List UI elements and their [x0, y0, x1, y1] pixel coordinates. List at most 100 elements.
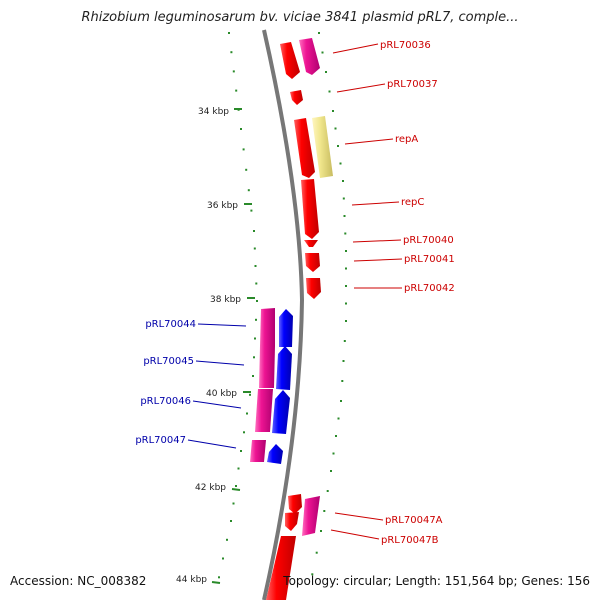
scale-dot — [250, 209, 253, 212]
leader-pRL70036 — [332, 43, 379, 54]
gene-pRL70046-track — [255, 389, 273, 432]
scale-dot — [243, 431, 245, 434]
scale-dot — [255, 318, 257, 321]
scale-dot — [332, 110, 334, 112]
scale-dot — [337, 417, 340, 420]
reverse-features — [266, 38, 333, 600]
scale-dot — [230, 51, 233, 54]
gene-repA-cds[interactable] — [294, 118, 315, 178]
map-title: Rhizobium leguminosarum bv. viciae 3841 … — [81, 10, 519, 25]
scale-dot — [232, 70, 235, 73]
label-pRL70047A[interactable]: pRL70047A — [385, 515, 443, 526]
scale-dot — [249, 393, 251, 396]
label-pRL70037[interactable]: pRL70037 — [387, 79, 438, 90]
scale-dot — [323, 510, 326, 512]
gene-pRL70042-cds[interactable] — [306, 278, 321, 299]
label-pRL70040[interactable]: pRL70040 — [403, 235, 454, 246]
gene-repA-misc — [312, 116, 333, 178]
scale-dot — [325, 71, 327, 73]
scale-tick-42 — [231, 488, 241, 491]
label-repC[interactable]: repC — [401, 197, 424, 208]
gene-pRL70047A-cds[interactable] — [288, 494, 302, 514]
gene-pRL70047A-track — [302, 496, 320, 536]
scale-tick-44 — [211, 581, 221, 584]
forward-features — [250, 308, 293, 464]
scale-dot — [222, 557, 224, 560]
scale-label-34: 34 kbp — [198, 107, 229, 117]
scale-dot — [242, 148, 245, 151]
gene-pRL70040-cds[interactable] — [304, 240, 318, 247]
leader-repA — [344, 138, 394, 145]
scale-dot — [232, 502, 235, 505]
leader-pRL70040 — [352, 239, 402, 243]
gene-pRL70044-track — [259, 308, 275, 388]
scale-dot — [245, 168, 248, 171]
label-repA[interactable]: repA — [395, 134, 418, 145]
scale-dot — [237, 467, 240, 470]
label-pRL70047B[interactable]: pRL70047B — [381, 535, 439, 546]
scale-dot — [253, 230, 255, 232]
gene-pRL70044-cds[interactable] — [279, 309, 293, 347]
leader-pRL70046 — [192, 400, 242, 409]
gene-pRL70047B-cds[interactable] — [285, 512, 299, 531]
label-pRL70041[interactable]: pRL70041 — [404, 254, 455, 265]
leader-pRL70041 — [353, 258, 403, 262]
scale-dot — [344, 232, 347, 235]
scale-dot — [332, 452, 335, 455]
scale-dot — [254, 337, 256, 340]
gene-pRL70045-cds[interactable] — [276, 346, 292, 390]
gene-pRL70047-cds[interactable] — [267, 444, 283, 464]
scale-dot — [330, 470, 332, 472]
leader-pRL70047A — [334, 512, 384, 521]
leader-pRL70045 — [195, 360, 245, 366]
gene-labels: pRL70036 pRL70037 repA repC pRL70040 pRL… — [135, 40, 454, 546]
scale-dot — [240, 450, 242, 452]
scale-labels: 34 kbp 36 kbp 38 kbp 40 kbp 42 kbp 44 kb… — [176, 107, 255, 585]
scale-dot — [256, 300, 258, 302]
leader-repC — [351, 201, 400, 206]
scale-dot — [342, 180, 344, 182]
accession-text: Accession: NC_008382 — [10, 574, 147, 588]
scale-dot — [230, 520, 232, 522]
backbone-arc — [262, 29, 305, 600]
scale-dot — [252, 375, 254, 377]
scale-label-44: 44 kbp — [176, 575, 207, 585]
label-pRL70042[interactable]: pRL70042 — [404, 283, 455, 294]
scale-dot — [334, 127, 337, 130]
topology-stats-text: Topology: circular; Length: 151,564 bp; … — [283, 574, 590, 588]
gene-repC-cds[interactable] — [301, 179, 319, 239]
scale-dot — [240, 128, 242, 130]
gene-pRL70041-cds[interactable] — [305, 253, 320, 272]
leader-pRL70037 — [336, 83, 386, 93]
scale-dot — [345, 250, 347, 252]
scale-dot — [226, 538, 228, 541]
label-pRL70044[interactable]: pRL70044 — [145, 319, 196, 330]
leader-pRL70047 — [187, 439, 237, 449]
scale-dot — [228, 32, 230, 34]
gene-pRL70036-cds[interactable] — [280, 42, 300, 79]
scale-dot — [253, 247, 256, 250]
gene-pRL70046-cds[interactable] — [272, 390, 290, 434]
scale-track-inner — [218, 32, 258, 579]
gene-pRL70037-cds[interactable] — [290, 90, 303, 105]
label-pRL70045[interactable]: pRL70045 — [143, 356, 194, 367]
scale-dot — [255, 282, 258, 285]
scale-dot — [235, 485, 237, 487]
scale-dot — [337, 145, 339, 147]
scale-dot — [247, 189, 250, 192]
label-pRL70046[interactable]: pRL70046 — [140, 396, 191, 407]
scale-dot — [345, 285, 347, 287]
scale-label-36: 36 kbp — [207, 201, 238, 211]
scale-dot — [343, 215, 346, 217]
label-pRL70036[interactable]: pRL70036 — [380, 40, 431, 51]
scale-dot — [254, 265, 257, 267]
label-leaders — [187, 43, 403, 540]
scale-dot — [342, 197, 345, 200]
scale-label-38: 38 kbp — [210, 295, 241, 305]
label-pRL70047[interactable]: pRL70047 — [135, 435, 186, 446]
scale-dot — [246, 412, 248, 415]
scale-dot — [235, 89, 238, 92]
scale-dot — [335, 435, 337, 437]
scale-dot — [345, 302, 347, 305]
